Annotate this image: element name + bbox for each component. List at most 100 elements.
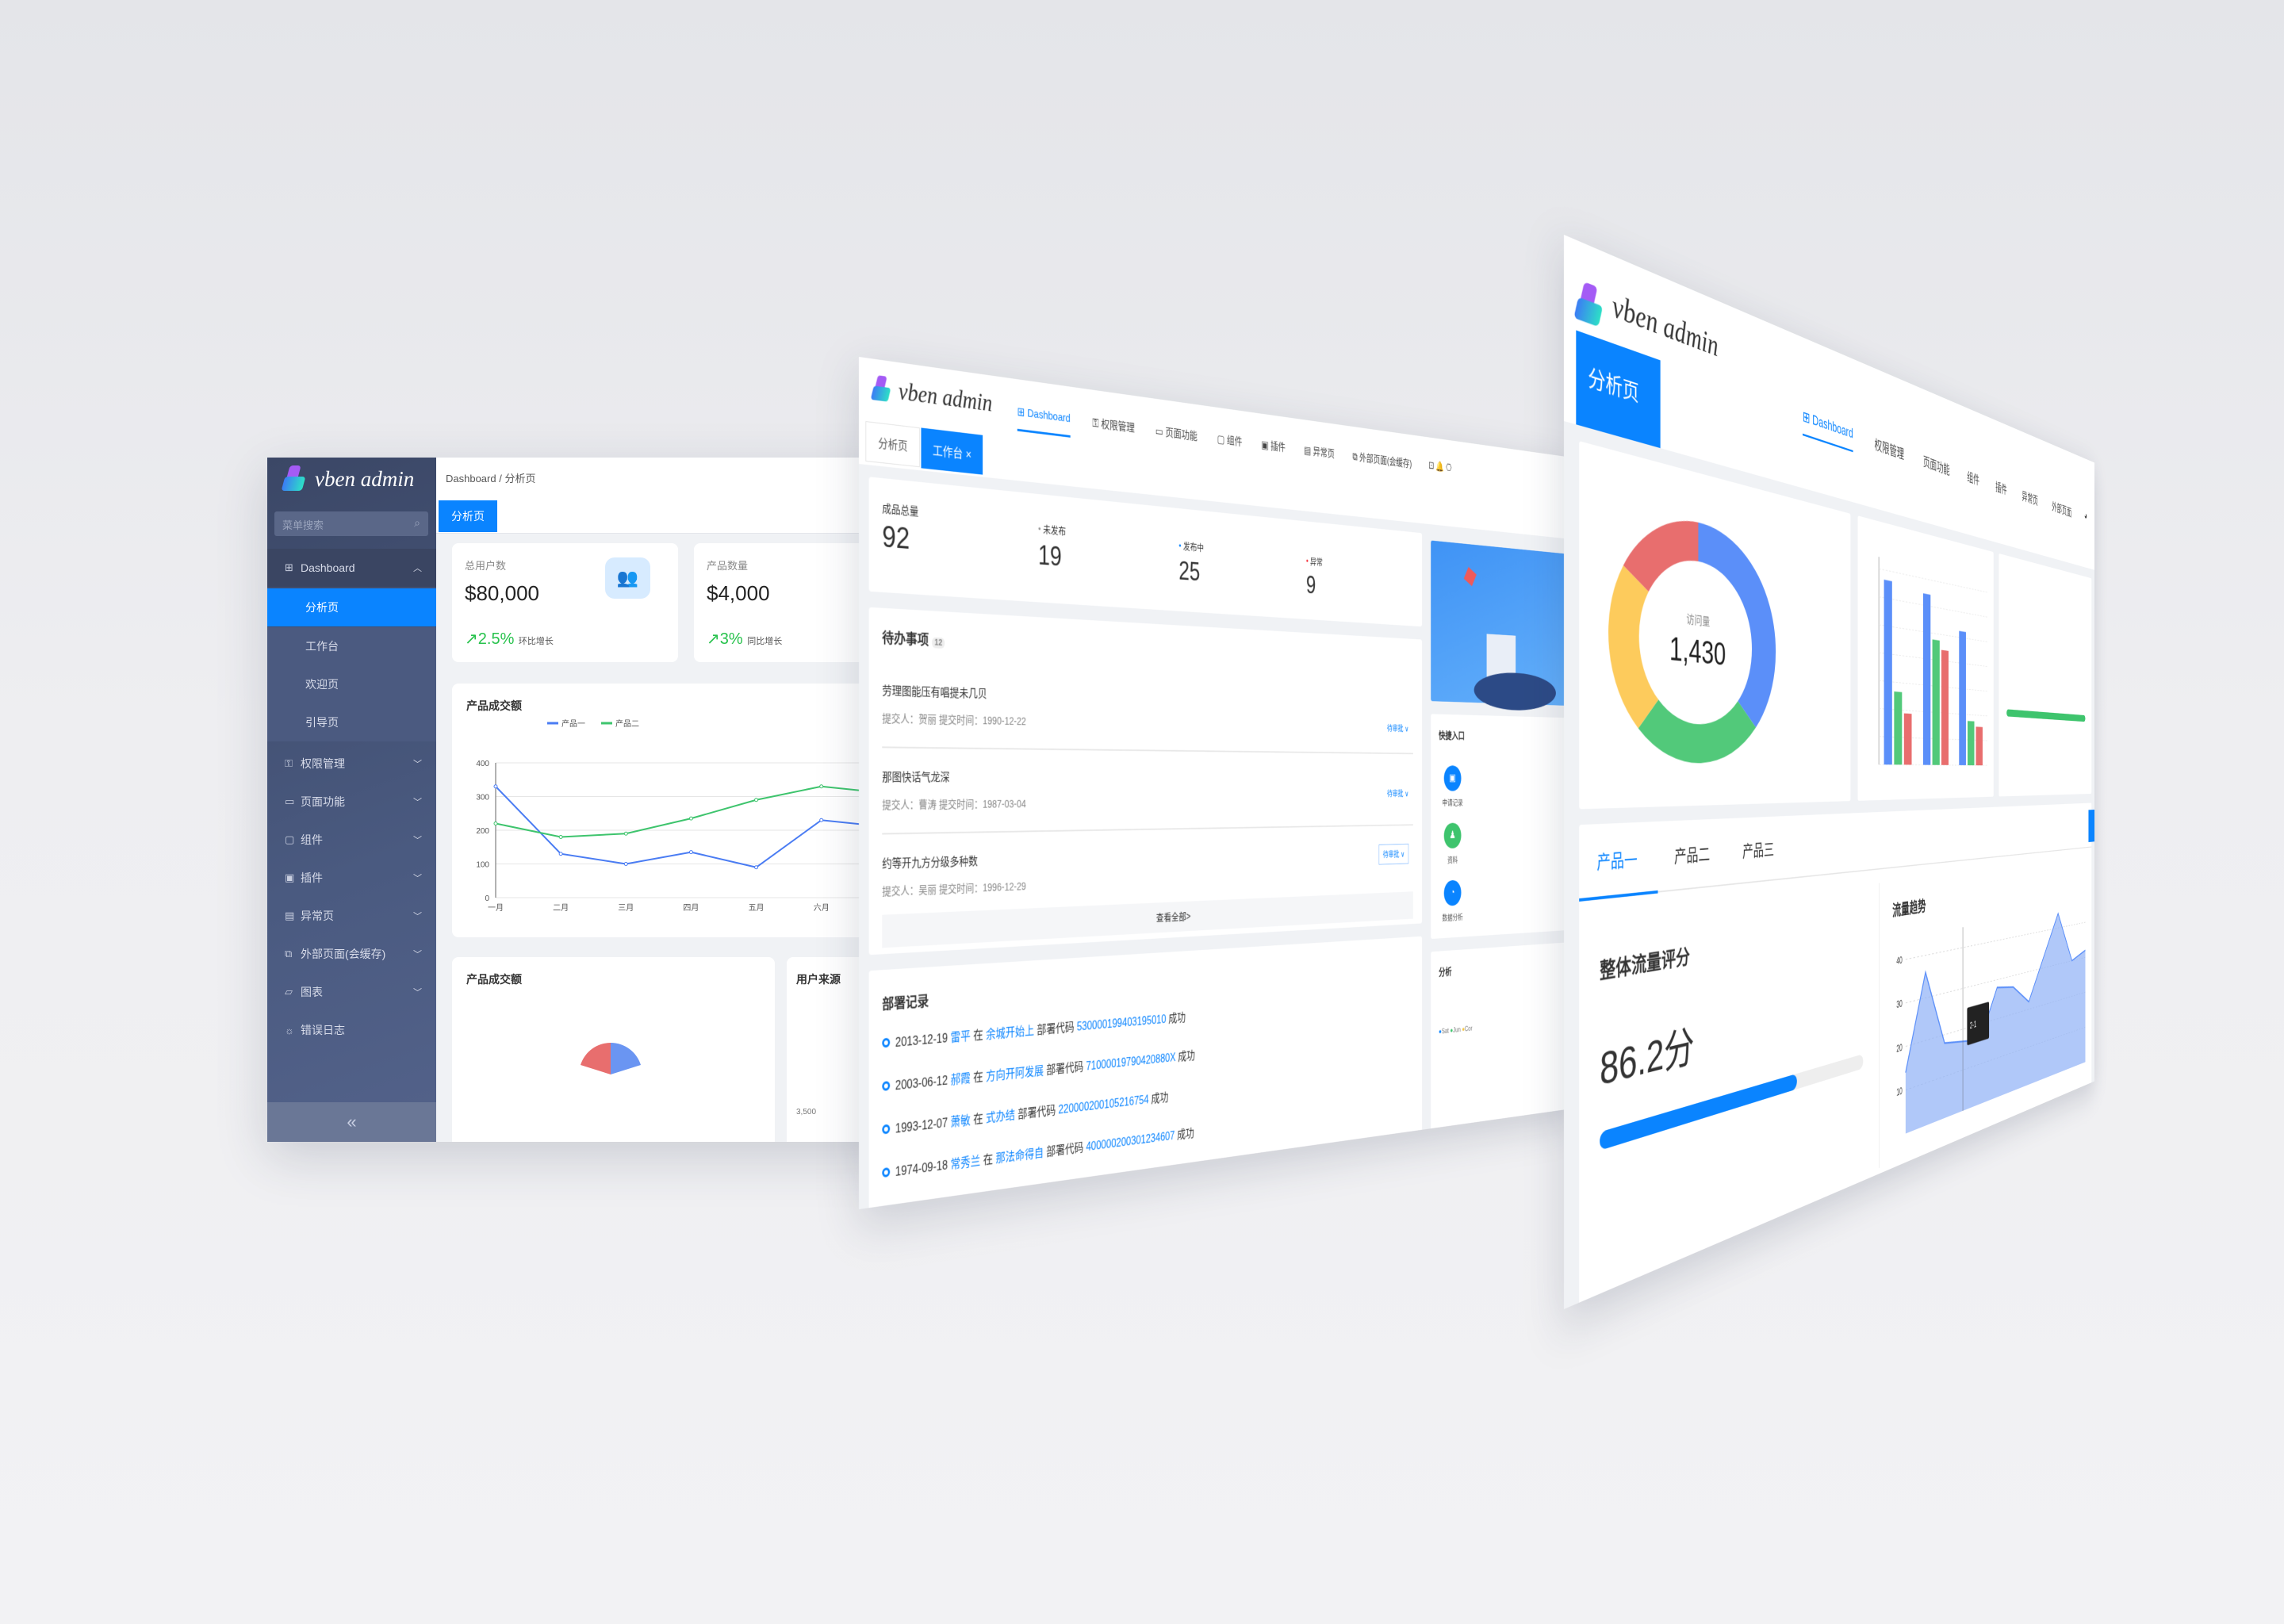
text: 部署代码	[1037, 1021, 1075, 1037]
status-dot: •	[1038, 523, 1041, 535]
menu-label: 页面功能	[1165, 426, 1198, 443]
quick-link[interactable]: ▣ 申请记录	[1435, 765, 1470, 808]
tab-analysis[interactable]: 分析页	[1576, 330, 1661, 449]
menu-dashboard[interactable]: ⊞ Dashboard	[1017, 404, 1071, 438]
code-link[interactable]: 71000019790420880X	[1086, 1051, 1176, 1074]
menu-label: 欢迎页	[305, 678, 339, 691]
sidebar-item-analysis[interactable]: 分析页	[267, 588, 436, 626]
todo-meta: 提交人：贺丽 提交时间：1990-12-22	[882, 711, 1026, 728]
sales-pie-card: 产品成交额	[452, 957, 775, 1142]
user-link[interactable]: 郝霞	[950, 1072, 971, 1087]
project-link[interactable]: 方向开阿发展	[986, 1064, 1044, 1084]
todo-item[interactable]: 劳理图能压有唱提未几贝 提交人：贺丽 提交时间：1990-12-22 待审批 ∨	[882, 663, 1413, 755]
stat-publishing: • 发布中 25	[1178, 538, 1204, 588]
menu-plugins[interactable]: ▣ 插件	[1261, 439, 1286, 454]
area-chart: 10 20 30 40 2-1	[1896, 895, 2090, 1134]
text: 在	[973, 1113, 983, 1127]
avatar[interactable]: ◕	[2084, 509, 2087, 522]
quick-link[interactable]: ♟ 资料	[1435, 822, 1470, 866]
y-tick-label: 400	[476, 760, 489, 768]
code-link[interactable]: 530000199403195010	[1076, 1013, 1167, 1034]
overview-window: vben admin 分析页 ⊞ Dashboard 权限管理 页面功能 组件 …	[1564, 235, 2095, 1309]
quick-link[interactable]: ◔ 数据分析	[1435, 879, 1470, 924]
logo[interactable]: vben admin	[870, 373, 992, 417]
tab-analysis[interactable]: 分析页	[439, 500, 497, 532]
sidebar-item-external[interactable]: ⧉ 外部页面(会缓存) ﹀	[267, 935, 436, 973]
gridline	[1879, 569, 1988, 592]
approve-dropdown[interactable]: 待审批 ∨	[1386, 789, 1409, 799]
project-link[interactable]: 式办结	[986, 1109, 1015, 1126]
y-tick-label: 30	[1896, 999, 1902, 1011]
sidebar-item-page-features[interactable]: ▭ 页面功能 ﹀	[267, 783, 436, 821]
user-icon: ♟	[1443, 822, 1462, 849]
sidebar-item-workbench[interactable]: 工作台	[267, 627, 436, 665]
collapse-sidebar-button[interactable]: «	[267, 1102, 436, 1142]
menu-search-input[interactable]: 菜单搜索 ⌕	[274, 511, 428, 536]
approve-dropdown[interactable]: 待审批 ∨	[1378, 843, 1409, 865]
code-link[interactable]: 400000200301234607	[1086, 1129, 1175, 1154]
project-link[interactable]: 那法命得自	[995, 1147, 1044, 1166]
sidebar-item-permission[interactable]: ⚿ 权限管理 ﹀	[267, 745, 436, 783]
sidebar-item-welcome[interactable]: 欢迎页	[267, 665, 436, 703]
tab-bar: 分析页	[436, 496, 902, 534]
pie-slice	[611, 1043, 641, 1074]
logo[interactable]: vben admin	[281, 465, 414, 492]
user-link[interactable]: 雷平	[950, 1030, 971, 1045]
sidebar-item-exception[interactable]: ▤ 异常页 ﹀	[267, 897, 436, 935]
tab-analysis[interactable]: 分析页	[865, 421, 920, 468]
menu-label: 页面功能	[301, 795, 345, 808]
menu-permission[interactable]: ⚿ 权限管理	[1092, 416, 1135, 435]
x-tick-label: 二月	[553, 903, 569, 913]
tab-product-2[interactable]: 产品二	[1674, 845, 1711, 868]
tab-product-3[interactable]: 产品三	[1742, 841, 1774, 862]
chevron-down-icon: ﹀	[413, 874, 422, 883]
menu-external[interactable]: ⧉ 外部页面(会缓存)	[1352, 450, 1412, 470]
menu-label: 分析页	[305, 601, 339, 614]
chevron-down-icon: ﹀	[413, 798, 422, 807]
menu-components[interactable]: 组件	[1967, 467, 1979, 494]
todo-meta: 提交人：曹涛 提交时间：1987-03-04	[882, 797, 1026, 811]
summary-progress	[2006, 709, 2086, 722]
legend-label: 产品一	[561, 718, 585, 729]
product-tabs-card: 产品一 产品二 产品三 整体流量评分 86.2分 流量趋势 10 20 30 40 2-…	[1579, 802, 2092, 1309]
user-link[interactable]: 萧敏	[950, 1113, 971, 1130]
score-value: 86.2分	[1600, 1022, 1695, 1095]
users-icon: 👥	[605, 557, 650, 599]
menu-components[interactable]: ▢ 组件	[1217, 433, 1243, 449]
sidebar-item-dashboard[interactable]: ⊞ Dashboard ︿	[267, 549, 436, 587]
bar-chart-card	[1857, 515, 1994, 801]
approve-dropdown[interactable]: 待审批 ∨	[1386, 723, 1409, 733]
menu-label: 工作台	[305, 640, 339, 653]
warning-page-icon: ▤	[285, 910, 295, 921]
sidebar-item-components[interactable]: ▢ 组件 ﹀	[267, 821, 436, 859]
menu-permission[interactable]: 权限管理	[1875, 434, 1904, 469]
sidebar-item-guide[interactable]: 引导页	[267, 703, 436, 741]
menu-exception[interactable]: ▤ 异常页	[1304, 444, 1335, 461]
code-link[interactable]: 220000200105216754	[1058, 1094, 1149, 1117]
stat-card-users: 总用户数 $80,000 👥 ↗2.5% 环比增长	[452, 543, 678, 662]
settings-drawer-button[interactable]	[2088, 809, 2095, 843]
menu-external[interactable]: 外部页面	[2052, 497, 2071, 524]
menu-label: 外部页面(会缓存)	[301, 948, 386, 960]
card-title: 部署记录	[882, 993, 929, 1013]
todo-item[interactable]: 那图快话气龙深 提交人：曹涛 提交时间：1987-03-04 待审批 ∨	[882, 749, 1413, 835]
card-title: 产品成交额	[466, 973, 522, 986]
user-link[interactable]: 常秀兰	[950, 1155, 981, 1172]
sidebar-item-plugins[interactable]: ▣ 插件 ﹀	[267, 859, 436, 897]
banner-illustration	[1431, 540, 1568, 712]
header-actions[interactable]: ⊡ 🔔 ⎔	[1428, 459, 1452, 474]
sidebar-item-error-log[interactable]: ☼ 错误日志	[267, 1011, 436, 1049]
sidebar-item-charts[interactable]: ▱ 图表 ﹀	[267, 973, 436, 1011]
tab-workbench[interactable]: 工作台 ×	[921, 427, 983, 475]
project-link[interactable]: 余城开始上	[986, 1025, 1035, 1042]
breadcrumb-dashboard[interactable]: Dashboard	[446, 473, 496, 485]
tab-product-1[interactable]: 产品一	[1596, 849, 1638, 874]
menu-exception[interactable]: 异常页	[2022, 487, 2038, 514]
menu-page-features[interactable]: 页面功能	[1923, 451, 1950, 485]
menu-plugins[interactable]: 插件	[1995, 477, 2006, 504]
menu-label: 外部页面	[2052, 500, 2072, 519]
menu-page-features[interactable]: ▭ 页面功能	[1155, 425, 1198, 443]
close-icon[interactable]: ×	[965, 448, 971, 462]
menu-dashboard[interactable]: ⊞ Dashboard	[1802, 408, 1853, 453]
y-tick-label: 10	[1896, 1086, 1902, 1098]
